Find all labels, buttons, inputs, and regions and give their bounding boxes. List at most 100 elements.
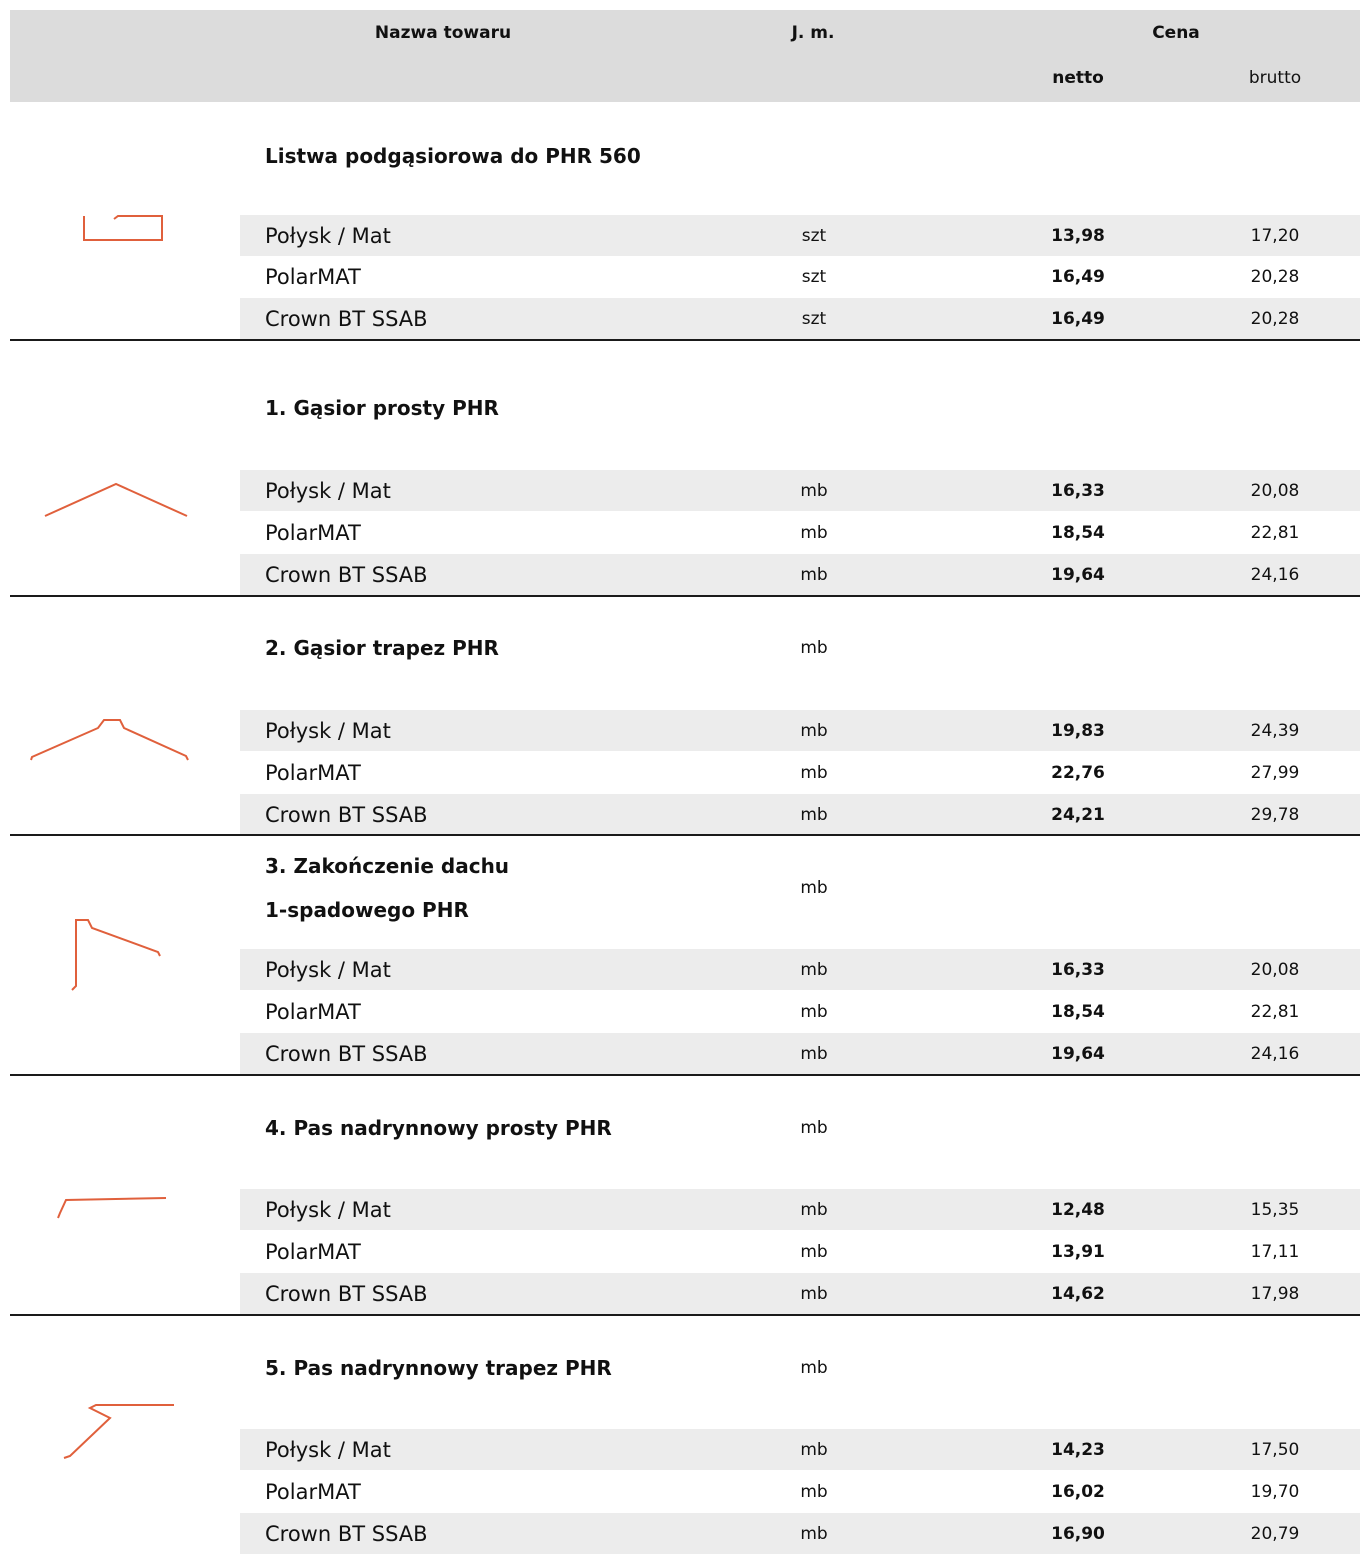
table-row: Crown BT SSAB mb 24,21 29,78 — [240, 794, 1360, 835]
straight-drip-edge-profile-icon — [54, 1192, 172, 1222]
brutto-price: 15,35 — [1250, 1199, 1300, 1220]
variant-name: PolarMAT — [265, 264, 361, 289]
section-unit: mb — [800, 878, 828, 898]
brutto-price: 17,20 — [1250, 225, 1300, 246]
brutto-price: 22,81 — [1250, 522, 1300, 543]
section-title: 2. Gąsior trapez PHR — [265, 636, 499, 660]
table-row: Crown BT SSAB mb 16,90 20,79 — [240, 1513, 1360, 1554]
unit-cell: szt — [801, 308, 827, 329]
table-row: PolarMAT szt 16,49 20,28 — [240, 256, 1360, 297]
brutto-price: 20,08 — [1250, 959, 1300, 980]
variant-name: PolarMAT — [265, 999, 361, 1024]
unit-cell: mb — [800, 762, 828, 783]
straight-ridge-profile-icon — [40, 478, 192, 522]
table-row: PolarMAT mb 16,02 19,70 — [240, 1471, 1360, 1512]
netto-price: 16,49 — [1051, 308, 1105, 329]
section-title: 3. Zakończenie dachu — [265, 854, 510, 878]
section-title: 4. Pas nadrynnowy prosty PHR — [265, 1116, 612, 1140]
table-row: Połysk / Mat mb 12,48 15,35 — [240, 1189, 1360, 1230]
table-row: Połysk / Mat mb 16,33 20,08 — [240, 949, 1360, 990]
netto-price: 24,21 — [1051, 804, 1105, 825]
unit-cell: mb — [800, 1241, 828, 1262]
product-section: 3. Zakończenie dachu 1-spadowego PHR mb … — [0, 836, 1360, 1076]
netto-price: 19,64 — [1051, 564, 1105, 585]
netto-price: 19,64 — [1051, 1043, 1105, 1064]
netto-price: 13,98 — [1051, 225, 1105, 246]
variant-name: Połysk / Mat — [265, 718, 391, 743]
variant-name: Crown BT SSAB — [265, 1521, 428, 1546]
variant-name: PolarMAT — [265, 520, 361, 545]
unit-cell: mb — [800, 1439, 828, 1460]
netto-price: 18,54 — [1051, 1001, 1105, 1022]
netto-price: 14,23 — [1051, 1439, 1105, 1460]
table-row: Połysk / Mat mb 16,33 20,08 — [240, 470, 1360, 511]
ridge-sub-strip-profile-icon — [80, 212, 170, 248]
unit-cell: mb — [800, 480, 828, 501]
netto-price: 16,49 — [1051, 266, 1105, 287]
table-row: Połysk / Mat szt 13,98 17,20 — [240, 215, 1360, 256]
variant-name: Połysk / Mat — [265, 1197, 391, 1222]
brutto-price: 24,39 — [1250, 720, 1300, 741]
variant-name: Połysk / Mat — [265, 478, 391, 503]
table-row: PolarMAT mb 18,54 22,81 — [240, 512, 1360, 553]
table-row: Crown BT SSAB mb 14,62 17,98 — [240, 1273, 1360, 1314]
section-unit: mb — [800, 1118, 828, 1138]
header-product-name: Nazwa towaru — [374, 23, 512, 43]
brutto-price: 17,98 — [1250, 1283, 1300, 1304]
unit-cell: mb — [800, 1043, 828, 1064]
unit-cell: mb — [800, 804, 828, 825]
unit-cell: mb — [800, 1199, 828, 1220]
brutto-price: 22,81 — [1250, 1001, 1300, 1022]
table-row: Połysk / Mat mb 14,23 17,50 — [240, 1429, 1360, 1470]
unit-cell: mb — [800, 1001, 828, 1022]
table-row: PolarMAT mb 13,91 17,11 — [240, 1231, 1360, 1272]
header-netto: netto — [1052, 68, 1104, 88]
unit-cell: mb — [800, 1523, 828, 1544]
trapezoid-ridge-profile-icon — [28, 714, 192, 764]
header-price: Cena — [1152, 23, 1200, 43]
netto-price: 16,33 — [1051, 480, 1105, 501]
section-title: 5. Pas nadrynnowy trapez PHR — [265, 1356, 612, 1380]
unit-cell: mb — [800, 720, 828, 741]
variant-name: PolarMAT — [265, 1239, 361, 1264]
unit-cell: mb — [800, 1481, 828, 1502]
product-section: 5. Pas nadrynnowy trapez PHR mb Połysk /… — [0, 1316, 1360, 1554]
section-unit: mb — [800, 1358, 828, 1378]
section-title: Listwa podgąsiorowa do PHR 560 — [265, 144, 641, 168]
variant-name: Crown BT SSAB — [265, 562, 428, 587]
variant-name: Połysk / Mat — [265, 957, 391, 982]
brutto-price: 20,28 — [1250, 266, 1300, 287]
trapezoid-drip-edge-profile-icon — [60, 1400, 178, 1462]
header-unit: J. m. — [791, 23, 835, 43]
table-row: PolarMAT mb 22,76 27,99 — [240, 752, 1360, 793]
brutto-price: 20,79 — [1250, 1523, 1300, 1544]
product-section: 4. Pas nadrynnowy prosty PHR mb Połysk /… — [0, 1076, 1360, 1316]
netto-price: 13,91 — [1051, 1241, 1105, 1262]
header-brutto: brutto — [1248, 68, 1302, 88]
table-row: Połysk / Mat mb 19,83 24,39 — [240, 710, 1360, 751]
netto-price: 16,02 — [1051, 1481, 1105, 1502]
unit-cell: mb — [800, 959, 828, 980]
netto-price: 18,54 — [1051, 522, 1105, 543]
product-section: Listwa podgąsiorowa do PHR 560 Połysk / … — [0, 102, 1360, 341]
brutto-price: 24,16 — [1250, 1043, 1300, 1064]
unit-cell: mb — [800, 564, 828, 585]
netto-price: 12,48 — [1051, 1199, 1105, 1220]
section-unit: mb — [800, 638, 828, 658]
section-divider — [10, 1074, 1360, 1076]
variant-name: Połysk / Mat — [265, 223, 391, 248]
table-row: Crown BT SSAB szt 16,49 20,28 — [240, 298, 1360, 339]
table-row: PolarMAT mb 18,54 22,81 — [240, 991, 1360, 1032]
section-title: 1. Gąsior prosty PHR — [265, 396, 499, 420]
variant-name: Crown BT SSAB — [265, 1041, 428, 1066]
brutto-price: 29,78 — [1250, 804, 1300, 825]
brutto-price: 17,11 — [1250, 1241, 1300, 1262]
table-row: Crown BT SSAB mb 19,64 24,16 — [240, 554, 1360, 595]
netto-price: 19,83 — [1051, 720, 1105, 741]
mono-pitch-roof-end-profile-icon — [64, 912, 168, 996]
netto-price: 22,76 — [1051, 762, 1105, 783]
variant-name: Crown BT SSAB — [265, 802, 428, 827]
variant-name: PolarMAT — [265, 760, 361, 785]
variant-name: Crown BT SSAB — [265, 306, 428, 331]
section-divider — [10, 834, 1360, 836]
